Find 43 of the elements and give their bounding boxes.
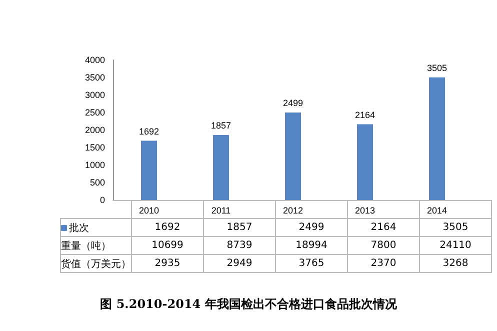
legend-label: 批次 <box>68 222 89 234</box>
bar <box>213 135 229 200</box>
text: 2164 <box>348 218 420 236</box>
y-tick-label: 3500 <box>84 72 105 82</box>
text: 24110 <box>420 236 492 254</box>
x-tick-label: 2013 <box>354 206 376 216</box>
text: 3505 <box>420 218 492 236</box>
x-tick-label: 2012 <box>282 206 304 216</box>
text: 1857 <box>204 218 276 236</box>
x-tick-label: 2010 <box>138 206 160 216</box>
data-label: 1857 <box>210 120 232 131</box>
text: 8739 <box>204 236 276 254</box>
text: 2949 <box>204 254 276 272</box>
text: 货值（万美元） <box>61 258 131 270</box>
text: 2370 <box>348 254 420 272</box>
y-tick-label: 2500 <box>84 108 105 118</box>
bar <box>285 112 301 200</box>
x-tick-label: 2014 <box>426 206 448 216</box>
text: 重量（吨） <box>61 240 111 252</box>
text: 3268 <box>420 254 492 272</box>
text: 2499 <box>276 218 348 236</box>
text: 3765 <box>276 254 348 272</box>
text: 7800 <box>348 236 420 254</box>
y-tick-label: 4000 <box>84 55 105 65</box>
y-tick-label: 2000 <box>84 125 105 135</box>
bar <box>357 124 373 200</box>
y-tick-label: 500 <box>90 178 105 188</box>
text: 图 5.2010-2014 年我国检出不合格进口食品批次情况 <box>99 296 398 313</box>
data-label: 3505 <box>426 62 448 73</box>
text: 2935 <box>132 254 204 272</box>
data-label: 2164 <box>354 110 376 120</box>
y-tick-label: 0 <box>100 195 105 205</box>
data-label: 1692 <box>138 126 160 136</box>
bar <box>141 140 157 200</box>
bar <box>429 77 445 200</box>
y-tick-label: 1500 <box>84 142 105 152</box>
data-label: 2499 <box>282 98 304 108</box>
text: 10699 <box>132 236 204 254</box>
y-tick-label: 1000 <box>84 160 105 170</box>
x-tick-label: 2011 <box>211 206 231 216</box>
y-tick-label: 3000 <box>84 90 105 100</box>
text: 1692 <box>132 218 204 236</box>
text: 18994 <box>276 236 348 254</box>
